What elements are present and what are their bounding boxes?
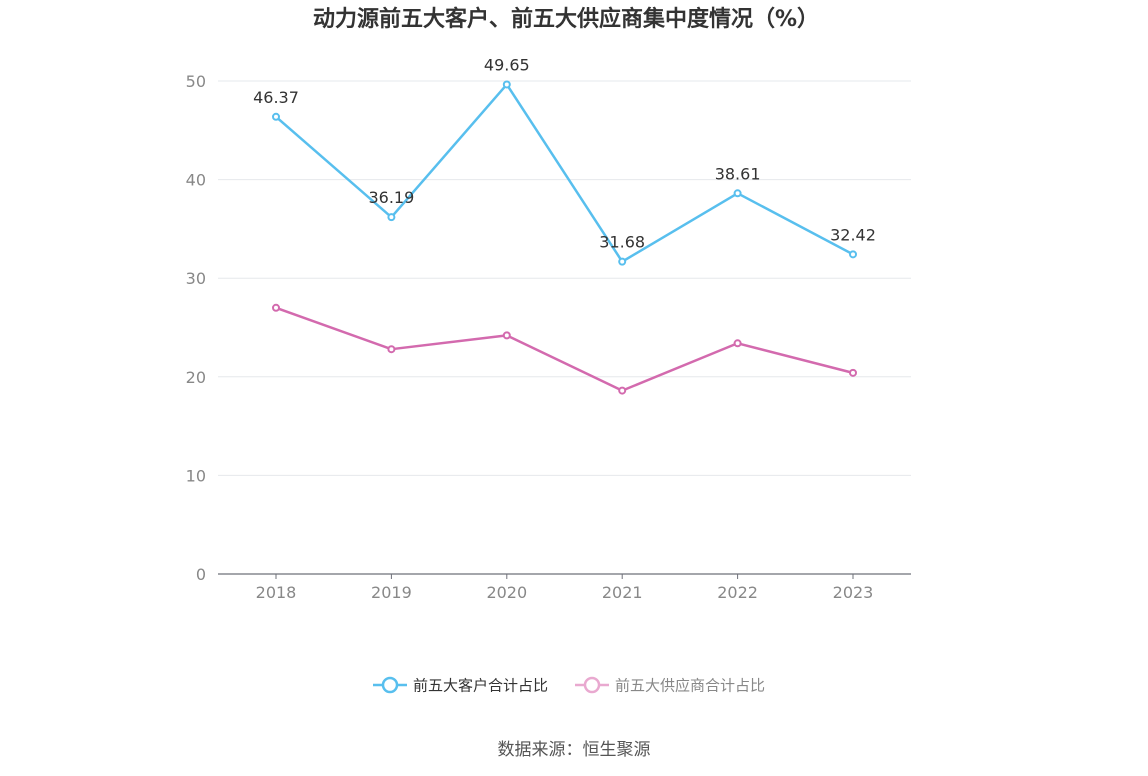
data-point[interactable] <box>849 250 857 259</box>
data-point[interactable] <box>387 213 396 222</box>
legend-label: 前五大供应商合计占比 <box>615 677 765 695</box>
data-label: 36.19 <box>368 188 414 207</box>
x-tick-label: 2022 <box>717 583 758 602</box>
data-point[interactable] <box>272 112 280 121</box>
data-point[interactable] <box>849 368 857 377</box>
series-line <box>275 83 854 263</box>
y-tick-label: 20 <box>186 368 206 387</box>
series-1: 46.37 36.19 49.65 31.68 38.61 32.42 <box>253 55 876 266</box>
legend-marker-icon <box>583 676 601 694</box>
data-label: 38.61 <box>715 164 761 183</box>
data-label: 49.65 <box>484 55 530 74</box>
series-line <box>275 306 854 392</box>
series: 46.37 36.19 49.65 31.68 38.61 32.42 <box>253 55 876 395</box>
axes: 0 10 20 30 40 50 2018 2019 2020 2021 2022 2023 <box>186 72 911 602</box>
x-tick-label: 2021 <box>602 583 643 602</box>
legend-item-2[interactable]: 前五大供应商合计占比 <box>575 677 765 695</box>
data-point[interactable] <box>733 339 742 348</box>
data-point[interactable] <box>618 257 627 266</box>
legend-marker-icon <box>381 676 399 694</box>
data-point[interactable] <box>733 189 742 198</box>
data-label: 32.42 <box>830 225 876 244</box>
legend-item-1[interactable]: 前五大客户合计占比 <box>373 677 548 695</box>
data-label: 31.68 <box>599 233 645 252</box>
x-tick-label: 2020 <box>486 583 527 602</box>
data-point[interactable] <box>618 386 627 395</box>
source-note: 数据来源：恒生聚源 <box>498 740 651 760</box>
series-2 <box>272 303 857 395</box>
data-point[interactable] <box>502 331 511 340</box>
y-tick-label: 40 <box>186 171 206 190</box>
legend[interactable]: 前五大客户合计占比 前五大供应商合计占比 <box>373 677 765 695</box>
x-tick-label: 2018 <box>256 583 297 602</box>
data-label: 46.37 <box>253 88 299 107</box>
y-tick-label: 30 <box>186 269 206 288</box>
grid <box>218 80 911 476</box>
x-tick-label: 2023 <box>833 583 874 602</box>
data-point[interactable] <box>387 345 396 354</box>
data-point[interactable] <box>272 303 280 312</box>
x-tick-label: 2019 <box>371 583 412 602</box>
y-tick-label: 50 <box>186 72 206 91</box>
legend-label: 前五大客户合计占比 <box>413 677 548 695</box>
y-tick-label: 10 <box>186 466 206 485</box>
data-point[interactable] <box>502 80 511 89</box>
chart-title: 动力源前五大客户、前五大供应商集中度情况（%） <box>313 6 819 32</box>
y-tick-label: 0 <box>196 565 206 584</box>
